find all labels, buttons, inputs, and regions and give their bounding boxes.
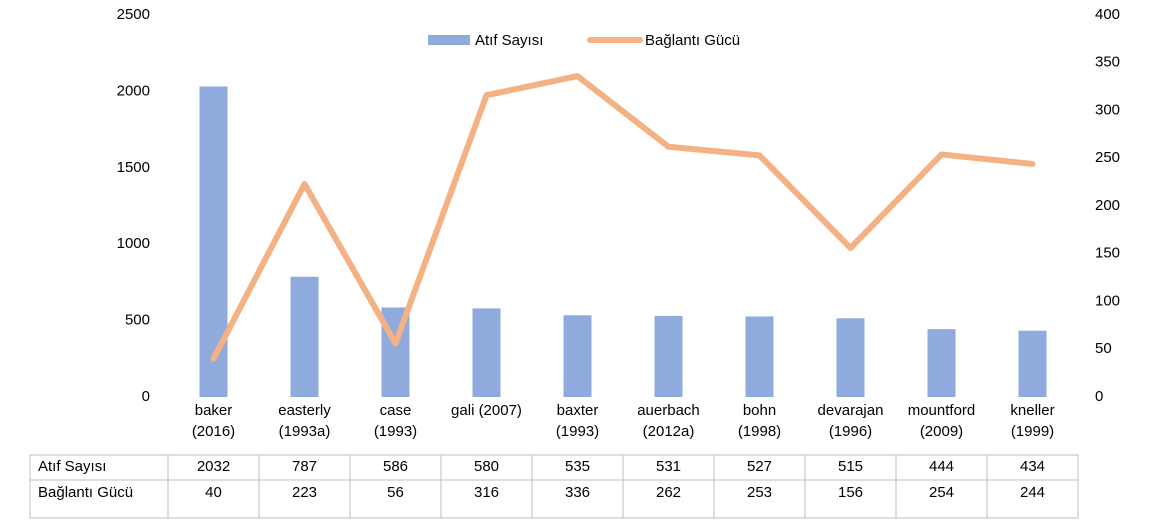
bar bbox=[563, 315, 592, 397]
table-cell: 56 bbox=[387, 484, 404, 501]
x-tick-label: baker (2016) bbox=[191, 402, 236, 440]
y2-tick-label: 350 bbox=[1095, 54, 1120, 71]
table-cell: 316 bbox=[474, 484, 499, 501]
x-tick-label: kneller (1999) bbox=[1010, 402, 1055, 440]
table-cell: 586 bbox=[383, 458, 408, 475]
table-row-label: Atıf Sayısı bbox=[38, 458, 106, 475]
table-cell: 253 bbox=[747, 484, 772, 501]
y2-tick-label: 0 bbox=[1095, 388, 1103, 405]
y-tick-label: 0 bbox=[142, 388, 150, 405]
table-cell: 336 bbox=[565, 484, 590, 501]
y2-tick-label: 50 bbox=[1095, 340, 1112, 357]
bar bbox=[836, 318, 865, 397]
bar bbox=[1018, 330, 1047, 397]
table-border bbox=[29, 454, 1079, 519]
table-cell: 444 bbox=[929, 458, 954, 475]
y2-tick-label: 100 bbox=[1095, 292, 1120, 309]
y2-tick-label: 150 bbox=[1095, 245, 1120, 262]
bar bbox=[654, 315, 683, 397]
table-cell: 244 bbox=[1020, 484, 1045, 501]
x-tick-label: easterly (1993a) bbox=[278, 402, 331, 440]
table-row-label: Bağlantı Gücü bbox=[38, 484, 133, 501]
x-tick-label: mountford (2009) bbox=[907, 402, 976, 440]
legend-label: Atıf Sayısı bbox=[475, 32, 543, 49]
x-tick-label: gali (2007) bbox=[451, 402, 522, 419]
x-tick-label: case (1993) bbox=[373, 402, 418, 440]
bar bbox=[290, 276, 319, 397]
table-cell: 787 bbox=[292, 458, 317, 475]
table-cell: 535 bbox=[565, 458, 590, 475]
table-cell: 2032 bbox=[197, 458, 230, 475]
table-cell: 262 bbox=[656, 484, 681, 501]
x-tick-label: bohn (1998) bbox=[737, 402, 782, 440]
y2-tick-label: 300 bbox=[1095, 101, 1120, 118]
table-cell: 254 bbox=[929, 484, 954, 501]
y2-tick-label: 400 bbox=[1095, 6, 1120, 23]
table-cell: 527 bbox=[747, 458, 772, 475]
table-cell: 434 bbox=[1020, 458, 1045, 475]
y-tick-label: 1500 bbox=[117, 159, 150, 176]
table-cell: 223 bbox=[292, 484, 317, 501]
table-cell: 156 bbox=[838, 484, 863, 501]
line bbox=[210, 73, 1036, 362]
bar bbox=[199, 86, 228, 397]
table-cell: 515 bbox=[838, 458, 863, 475]
y2-tick-label: 200 bbox=[1095, 197, 1120, 214]
table-cell: 40 bbox=[205, 484, 222, 501]
bar bbox=[927, 329, 956, 397]
y-tick-label: 2500 bbox=[117, 6, 150, 23]
y-tick-label: 2000 bbox=[117, 82, 150, 99]
bar bbox=[745, 316, 774, 397]
legend-label: Bağlantı Gücü bbox=[645, 32, 740, 49]
y2-tick-label: 250 bbox=[1095, 149, 1120, 166]
x-tick-label: auerbach (2012a) bbox=[637, 402, 700, 440]
legend-swatch bbox=[428, 35, 470, 45]
bar bbox=[472, 308, 501, 397]
x-tick-label: baxter (1993) bbox=[555, 402, 600, 440]
y-tick-label: 1000 bbox=[117, 235, 150, 252]
y-tick-label: 500 bbox=[125, 312, 150, 329]
table-cell: 531 bbox=[656, 458, 681, 475]
table-cell: 580 bbox=[474, 458, 499, 475]
x-tick-label: devarajan (1996) bbox=[817, 402, 884, 440]
